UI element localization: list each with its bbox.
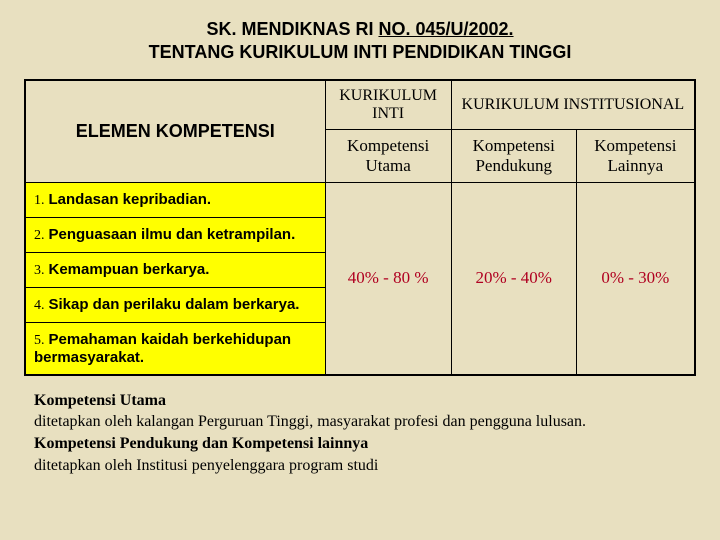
row-text: Sikap dan perilaku dalam berkarya. [49,296,300,313]
page-title: SK. MENDIKNAS RI NO. 045/U/2002. TENTANG… [24,18,696,65]
table-row: 2. Penguasaan ilmu dan ketrampilan. [25,217,325,252]
row-text: Landasan kepribadian. [49,191,212,208]
footer-bold-3: Kompetensi Pendukung dan Kompetensi lain… [34,435,368,452]
row-text: Penguasaan ilmu dan ketrampilan. [49,226,296,243]
footer-line-4: ditetapkan oleh Institusi penyelenggara … [34,457,378,474]
footer-bold-1: Kompetensi Utama [34,392,166,409]
header-group-inti: KURIKULUM INTI [325,80,451,130]
header-sub-pendukung: Kompetensi Pendukung [451,129,576,182]
row-num: 4. [34,298,45,313]
row-num: 3. [34,263,45,278]
pct-lainnya: 0% - 30% [576,182,695,375]
row-text: Pemahaman kaidah berkehidupan bermasyara… [34,331,291,366]
title-text-a: SK. MENDIKNAS RI [206,19,378,39]
row-num: 2. [34,228,45,243]
row-num: 1. [34,193,45,208]
title-line2: TENTANG KURIKULUM INTI PENDIDIKAN TINGGI [149,42,572,62]
pct-utama: 40% - 80 % [325,182,451,375]
row-num: 5. [34,333,45,348]
table-row: 5.Pemahaman kaidah berkehidupan bermasya… [25,322,325,375]
competency-table: ELEMEN KOMPETENSI KURIKULUM INTI KURIKUL… [24,79,696,376]
footer-note: Kompetensi Utama ditetapkan oleh kalanga… [24,390,696,476]
pct-pendukung: 20% - 40% [451,182,576,375]
table-row: 1. Landasan kepribadian. [25,182,325,217]
table-row: 4. Sikap dan perilaku dalam berkarya. [25,287,325,322]
title-ref-no: NO. 045/U/2002. [378,19,513,39]
header-sub-lainnya: Kompetensi Lainnya [576,129,695,182]
row-text: Kemampuan berkarya. [49,261,210,278]
header-sub-utama: Kompetensi Utama [325,129,451,182]
header-elemen: ELEMEN KOMPETENSI [25,80,325,183]
header-group-institusional: KURIKULUM INSTITUSIONAL [451,80,695,130]
footer-line-2: ditetapkan oleh kalangan Perguruan Tingg… [34,413,586,430]
table-row: 3. Kemampuan berkarya. [25,252,325,287]
